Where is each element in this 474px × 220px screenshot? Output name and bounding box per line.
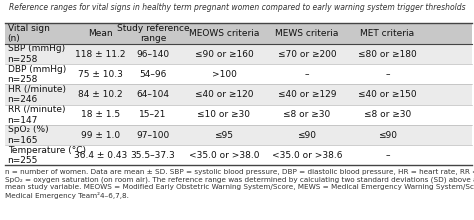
Text: ≤10 or ≥30: ≤10 or ≥30 (198, 110, 250, 119)
Text: RR (/minute)
n=147: RR (/minute) n=147 (8, 105, 65, 125)
Text: DBP (mmHg)
n=258: DBP (mmHg) n=258 (8, 65, 66, 84)
Text: ≤40 or ≥120: ≤40 or ≥120 (195, 90, 253, 99)
Text: MET criteria: MET criteria (360, 29, 415, 38)
Text: <35.0 or >38.0: <35.0 or >38.0 (189, 151, 259, 160)
Text: ≤70 or ≥200: ≤70 or ≥200 (278, 50, 336, 59)
Text: –: – (385, 151, 390, 160)
Bar (5, 105, 472, 125)
Text: ≤40 or ≥129: ≤40 or ≥129 (278, 90, 336, 99)
Text: ≤90 or ≥160: ≤90 or ≥160 (195, 50, 253, 59)
Text: –: – (305, 70, 309, 79)
Text: MEOWS criteria: MEOWS criteria (189, 29, 259, 38)
Text: Temperature (°C)
n=255: Temperature (°C) n=255 (8, 146, 86, 165)
Text: SBP (mmHg)
n=258: SBP (mmHg) n=258 (8, 44, 65, 64)
Text: ≤8 or ≥30: ≤8 or ≥30 (364, 110, 411, 119)
Text: 99 ± 1.0: 99 ± 1.0 (81, 131, 120, 139)
Text: Vital sign
(n): Vital sign (n) (8, 24, 49, 43)
Text: n = number of women. Data are mean ± SD. SBP = systolic blood pressure, DBP = di: n = number of women. Data are mean ± SD.… (5, 169, 474, 199)
Bar (5, 125, 472, 145)
Bar (5, 64, 472, 84)
Text: ≤90: ≤90 (297, 131, 317, 139)
Text: MEWS criteria: MEWS criteria (275, 29, 338, 38)
Text: SpO₂ (%)
n=165: SpO₂ (%) n=165 (8, 125, 48, 145)
Text: ≤40 or ≥150: ≤40 or ≥150 (358, 90, 417, 99)
Text: –: – (385, 70, 390, 79)
Text: HR (/minute)
n=246: HR (/minute) n=246 (8, 85, 65, 104)
Text: 35.5–37.3: 35.5–37.3 (130, 151, 175, 160)
Text: Mean: Mean (89, 29, 113, 38)
Text: Reference ranges for vital signs in healthy term pregnant women compared to earl: Reference ranges for vital signs in heal… (9, 3, 465, 12)
Text: 15–21: 15–21 (139, 110, 166, 119)
Text: 64–104: 64–104 (137, 90, 169, 99)
Text: Study reference
range: Study reference range (117, 24, 189, 43)
Bar (5, 84, 472, 105)
Text: >100: >100 (211, 70, 237, 79)
Text: 96–140: 96–140 (137, 50, 169, 59)
Text: ≤80 or ≥180: ≤80 or ≥180 (358, 50, 417, 59)
Bar (5, 44, 472, 64)
Text: 36.4 ± 0.43: 36.4 ± 0.43 (74, 151, 128, 160)
Text: ≤95: ≤95 (214, 131, 234, 139)
Text: ≤90: ≤90 (378, 131, 397, 139)
Bar (5, 23, 472, 44)
Text: 54–96: 54–96 (139, 70, 166, 79)
Text: 97–100: 97–100 (136, 131, 170, 139)
Text: 75 ± 10.3: 75 ± 10.3 (78, 70, 123, 79)
Text: 118 ± 11.2: 118 ± 11.2 (75, 50, 126, 59)
Text: <35.0 or >38.6: <35.0 or >38.6 (272, 151, 342, 160)
Bar (5, 145, 472, 165)
Text: 18 ± 1.5: 18 ± 1.5 (81, 110, 120, 119)
Text: ≤8 or ≥30: ≤8 or ≥30 (283, 110, 330, 119)
Text: 84 ± 10.2: 84 ± 10.2 (78, 90, 123, 99)
